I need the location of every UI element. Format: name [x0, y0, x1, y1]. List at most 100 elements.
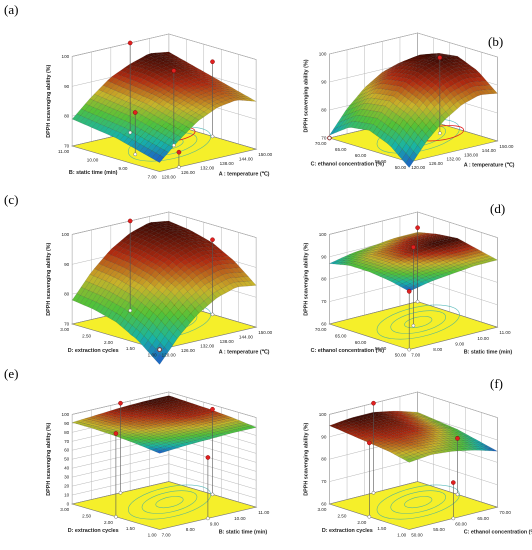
z-tick-label: 100	[319, 412, 327, 417]
surface-facet	[130, 92, 140, 100]
surface-facet	[408, 87, 417, 95]
design-point	[411, 244, 416, 250]
surface-facet	[445, 55, 454, 57]
y-axis-title: D: extraction cycles	[68, 348, 119, 354]
surface-facet	[135, 143, 145, 152]
y-tick-label: 3.00	[60, 507, 69, 512]
surface-facet	[369, 124, 378, 134]
z-axis-title: DPPH scavenging ability (%)	[46, 422, 52, 495]
surface-facet	[369, 110, 378, 118]
surface-facet	[396, 93, 405, 102]
surface-facet	[473, 85, 482, 91]
surface-facet	[146, 267, 156, 276]
surface-facet	[362, 116, 371, 124]
surface-facet	[213, 91, 223, 97]
surface-facet	[443, 76, 452, 83]
surface-facet	[409, 66, 419, 72]
y-axis-title: B: static time (min)	[69, 170, 118, 176]
surface-facet	[426, 94, 435, 103]
surface-facet	[93, 102, 102, 110]
design-point	[113, 431, 119, 436]
surface-facet	[411, 104, 420, 113]
surface-facet	[135, 77, 145, 84]
surface-facet	[474, 76, 483, 82]
surface-facet	[165, 72, 175, 77]
z-tick-label: 70	[321, 136, 327, 141]
surface-facet	[108, 115, 118, 123]
x-tick-label: 126.00	[429, 161, 443, 166]
surface-facet	[92, 115, 102, 123]
surface-facet	[401, 73, 411, 79]
surface-facet	[122, 95, 131, 102]
surface-facet	[120, 308, 129, 319]
surface-facet	[165, 243, 175, 249]
surface-facet	[365, 248, 373, 251]
surface-facet	[204, 99, 214, 104]
surface-facet	[126, 263, 136, 272]
surface-facet	[190, 117, 200, 125]
design-point-base	[438, 131, 442, 135]
x-tick-label: 10.00	[477, 336, 489, 341]
surface-facet	[332, 125, 342, 134]
surface-facet	[404, 91, 413, 100]
surface-facet	[384, 108, 393, 118]
surface-facet	[202, 250, 212, 255]
surface-facet	[343, 121, 352, 130]
surface-facet	[459, 70, 468, 75]
surface-facet	[158, 276, 168, 286]
surface-facet	[156, 254, 165, 261]
surface-facet	[149, 235, 159, 240]
surface-facet	[132, 63, 142, 68]
surface-facet	[177, 240, 187, 246]
surface-facet	[164, 248, 174, 254]
design-point-base	[411, 323, 416, 328]
surface-facet	[397, 81, 406, 87]
surface-facet	[390, 140, 399, 152]
surface-facet	[413, 67, 422, 72]
design-point	[132, 110, 138, 115]
surface-facet	[432, 73, 441, 79]
surface-facet	[151, 338, 161, 350]
surface-facet	[139, 146, 149, 154]
surface-facet	[471, 69, 480, 74]
surface-facet	[369, 245, 378, 248]
design-point-base	[367, 515, 372, 519]
design-point-base	[133, 152, 138, 157]
surface-facet	[101, 105, 110, 113]
panel-label: (c)	[4, 192, 18, 207]
surface-facet	[394, 144, 403, 156]
z-tick-label: 10	[64, 493, 70, 498]
y-tick-label: 50.00	[395, 353, 407, 358]
surface-facet	[195, 235, 206, 239]
surface-facet	[470, 72, 480, 78]
surface-facet	[428, 75, 437, 83]
surface-facet	[352, 101, 361, 109]
surface-facet	[182, 236, 192, 240]
surface-facet	[139, 79, 149, 86]
surface-facet	[119, 318, 129, 329]
surface-facet	[354, 115, 364, 123]
surface-facet	[373, 118, 382, 128]
surface-facet	[397, 77, 407, 82]
surface-facet	[417, 139, 426, 150]
surface-facet	[194, 243, 204, 248]
surface-facet	[400, 96, 409, 105]
surface-facet	[144, 309, 154, 320]
surface-facet	[430, 55, 439, 57]
surface-facet	[417, 62, 427, 66]
surface-facet	[418, 59, 427, 63]
surface-facet	[397, 86, 406, 95]
x-tick-label: 132.00	[447, 157, 461, 162]
surface-facet	[405, 74, 414, 79]
surface-facet	[377, 99, 386, 106]
surface-facet	[114, 85, 124, 93]
surface-facet	[455, 70, 464, 76]
surface-facet	[193, 88, 202, 93]
z-tick-label: 70	[64, 144, 70, 149]
surface-facet	[380, 123, 389, 133]
surface-facet	[356, 96, 365, 103]
surface-facet	[362, 103, 372, 111]
surface-facet	[451, 67, 460, 73]
